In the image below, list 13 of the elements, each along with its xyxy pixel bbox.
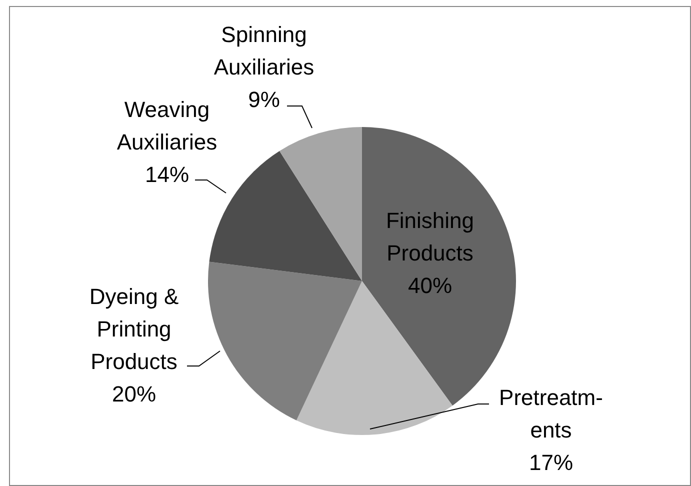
data-label: 14%	[144, 162, 190, 187]
data-label: 40%	[408, 273, 452, 298]
data-label: 20%	[112, 382, 156, 406]
slice-label: Dyeing & Printing Products	[89, 284, 179, 374]
pie-slice	[279, 127, 362, 281]
data-label: 9%	[248, 87, 280, 112]
slice-label: Spinning Auxiliaries	[214, 22, 314, 80]
pie-slice	[209, 150, 362, 281]
pie-slice	[208, 262, 362, 420]
slice-label: Finishing Products	[386, 208, 474, 266]
data-label: 17%	[528, 450, 574, 475]
slice-label: Weaving Auxiliaries	[116, 97, 218, 154]
slice-label: Pretreatm- ents	[499, 385, 603, 442]
